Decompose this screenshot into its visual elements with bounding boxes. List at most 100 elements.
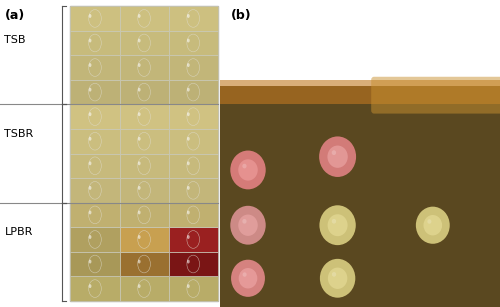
Circle shape [187, 112, 190, 116]
Circle shape [416, 207, 450, 244]
Circle shape [187, 39, 190, 42]
Circle shape [138, 284, 140, 288]
Circle shape [332, 219, 336, 223]
Circle shape [138, 161, 140, 165]
Circle shape [231, 260, 265, 297]
Bar [70, 80, 120, 104]
Bar [168, 227, 218, 252]
Bar [70, 31, 120, 55]
Bar [70, 252, 120, 276]
Circle shape [88, 137, 92, 141]
Circle shape [230, 150, 266, 189]
Circle shape [88, 211, 92, 214]
Bar [168, 203, 218, 227]
Bar [120, 203, 168, 227]
Circle shape [88, 260, 92, 263]
Circle shape [187, 88, 190, 91]
Circle shape [88, 14, 92, 18]
Circle shape [88, 284, 92, 288]
Circle shape [138, 137, 140, 141]
Circle shape [88, 88, 92, 91]
Bar [120, 154, 168, 178]
Circle shape [319, 136, 356, 177]
Circle shape [242, 272, 246, 277]
Text: TSB: TSB [4, 35, 26, 45]
Bar [168, 276, 218, 301]
Bar [120, 227, 168, 252]
Circle shape [138, 211, 140, 214]
Circle shape [332, 272, 336, 277]
Bar [120, 276, 168, 301]
Circle shape [187, 63, 190, 67]
Circle shape [138, 39, 140, 42]
Circle shape [88, 235, 92, 239]
Bar [70, 276, 120, 301]
Circle shape [332, 150, 336, 155]
Bar [168, 252, 218, 276]
Bar [168, 154, 218, 178]
Bar [168, 55, 218, 80]
Circle shape [242, 164, 246, 169]
Circle shape [88, 112, 92, 116]
Circle shape [187, 186, 190, 190]
Bar [168, 104, 218, 129]
Text: LPBR: LPBR [4, 227, 33, 237]
Circle shape [88, 63, 92, 67]
Circle shape [428, 219, 432, 224]
Bar [120, 55, 168, 80]
Bar [70, 203, 120, 227]
Bar [70, 6, 120, 31]
Circle shape [187, 260, 190, 263]
Circle shape [187, 161, 190, 165]
Circle shape [138, 235, 140, 239]
Bar [168, 178, 218, 203]
Bar [168, 80, 218, 104]
Text: (b): (b) [231, 9, 252, 22]
Bar [120, 31, 168, 55]
Bar [220, 80, 500, 104]
Circle shape [242, 219, 246, 224]
Bar [70, 129, 120, 154]
Circle shape [138, 112, 140, 116]
Circle shape [328, 214, 347, 236]
Circle shape [138, 88, 140, 91]
Bar [120, 129, 168, 154]
Circle shape [138, 14, 140, 18]
Circle shape [187, 14, 190, 18]
Circle shape [328, 268, 347, 289]
Circle shape [320, 259, 356, 298]
Circle shape [187, 137, 190, 141]
Bar [70, 154, 120, 178]
Bar [168, 6, 218, 31]
Circle shape [88, 186, 92, 190]
Bar [168, 31, 218, 55]
Bar [220, 86, 500, 307]
Bar [120, 252, 168, 276]
Circle shape [328, 146, 348, 168]
Circle shape [320, 205, 356, 245]
Bar [120, 104, 168, 129]
FancyBboxPatch shape [371, 77, 500, 114]
Bar [70, 178, 120, 203]
Bar [120, 6, 168, 31]
Bar [70, 104, 120, 129]
Text: (a): (a) [4, 9, 24, 22]
Text: TSBR: TSBR [4, 129, 34, 138]
Bar [70, 227, 120, 252]
Circle shape [230, 206, 266, 245]
Circle shape [424, 215, 442, 235]
Circle shape [138, 260, 140, 263]
Circle shape [88, 161, 92, 165]
Bar [120, 178, 168, 203]
Circle shape [138, 63, 140, 67]
Circle shape [238, 215, 258, 236]
Bar [120, 80, 168, 104]
Circle shape [187, 235, 190, 239]
Bar [168, 129, 218, 154]
Circle shape [187, 284, 190, 288]
Bar [70, 6, 218, 301]
Circle shape [88, 39, 92, 42]
Circle shape [187, 211, 190, 214]
Circle shape [238, 159, 258, 181]
Circle shape [238, 268, 258, 289]
